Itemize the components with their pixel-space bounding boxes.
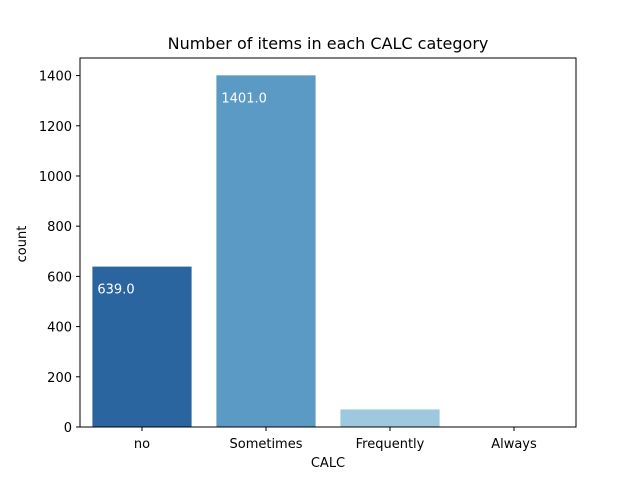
y-tick-label: 200	[47, 371, 72, 386]
bars-group	[92, 75, 564, 428]
y-tick-label: 1200	[39, 120, 72, 135]
plot-frame	[79, 57, 577, 428]
y-tick-label: 400	[47, 321, 72, 336]
x-tick-label: Frequently	[356, 437, 425, 452]
data-label-frequently: 70.0	[345, 425, 374, 440]
data-label-no: 639.0	[97, 283, 134, 298]
y-tick-label: 600	[47, 270, 72, 285]
x-axis-label: CALC	[311, 456, 345, 471]
y-axis: 0 200 400 600 800 1000 1200 1400	[39, 70, 80, 436]
x-tick-label: Sometimes	[229, 437, 302, 452]
y-tick-label: 1000	[39, 170, 72, 185]
x-tick-label: Always	[491, 437, 537, 452]
y-tick-label: 1400	[39, 70, 72, 85]
data-labels-group: 639.0 1401.0 70.0 1.0	[97, 91, 490, 457]
y-tick-label: 0	[64, 421, 72, 436]
bar-no	[92, 266, 192, 427]
x-axis: no Sometimes Frequently Always	[134, 427, 537, 452]
x-tick-label: no	[134, 437, 150, 452]
chart-title: Number of items in each CALC category	[168, 34, 489, 53]
y-axis-label: count	[15, 226, 30, 263]
bar-sometimes	[216, 75, 316, 428]
data-label-always: 1.0	[469, 443, 490, 458]
y-tick-label: 800	[47, 220, 72, 235]
data-label-sometimes: 1401.0	[221, 91, 267, 106]
bar-frequently	[340, 409, 440, 427]
